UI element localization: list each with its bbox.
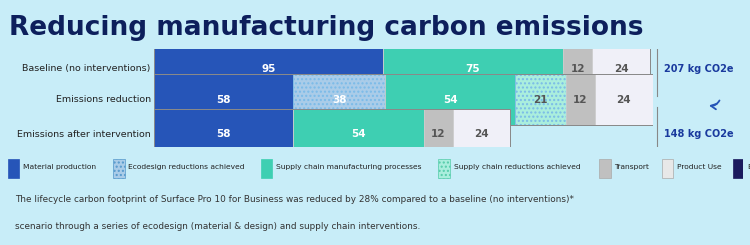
Bar xyxy=(566,74,595,125)
Text: 12: 12 xyxy=(430,129,445,139)
Bar xyxy=(261,159,272,178)
Bar xyxy=(154,74,652,125)
Bar xyxy=(733,159,745,178)
Bar xyxy=(438,159,450,178)
Text: Emissions after intervention: Emissions after intervention xyxy=(17,130,151,139)
Bar xyxy=(385,74,515,125)
Text: 21: 21 xyxy=(533,95,548,105)
Text: Baseline (no interventions): Baseline (no interventions) xyxy=(22,64,151,73)
Bar xyxy=(154,109,510,160)
Bar xyxy=(662,159,674,178)
Bar xyxy=(382,43,563,94)
Text: Supply chain manufacturing processes: Supply chain manufacturing processes xyxy=(276,164,422,170)
Bar xyxy=(154,109,293,160)
Text: 24: 24 xyxy=(474,129,489,139)
Bar xyxy=(112,159,125,178)
Text: 38: 38 xyxy=(332,95,346,105)
Text: Ecodesign reductions achieved: Ecodesign reductions achieved xyxy=(128,164,244,170)
Text: Emissions reduction: Emissions reduction xyxy=(56,96,151,104)
Bar xyxy=(293,109,424,160)
Bar xyxy=(592,43,650,94)
Text: 12: 12 xyxy=(573,95,587,105)
Text: 148 kg CO2e: 148 kg CO2e xyxy=(664,129,734,139)
Text: 75: 75 xyxy=(466,64,480,74)
Text: scenario through a series of ecodesign (material & design) and supply chain inte: scenario through a series of ecodesign (… xyxy=(15,222,420,231)
Text: 12: 12 xyxy=(571,64,585,74)
Text: 54: 54 xyxy=(351,129,366,139)
Text: 207 kg CO2e: 207 kg CO2e xyxy=(664,64,734,74)
Bar xyxy=(515,74,566,125)
Bar xyxy=(8,159,20,178)
Text: Material production: Material production xyxy=(23,164,96,170)
Bar xyxy=(154,43,382,94)
Text: 58: 58 xyxy=(216,95,231,105)
Text: Reducing manufacturing carbon emissions: Reducing manufacturing carbon emissions xyxy=(9,15,644,41)
Text: End Of Life: End Of Life xyxy=(748,164,750,170)
Bar xyxy=(452,109,510,160)
Bar xyxy=(154,43,650,94)
Text: 54: 54 xyxy=(442,95,458,105)
Text: 58: 58 xyxy=(216,129,231,139)
Text: Transport: Transport xyxy=(614,164,650,170)
Text: Product Use: Product Use xyxy=(677,164,722,170)
Text: 24: 24 xyxy=(614,64,628,74)
Bar xyxy=(599,159,610,178)
Bar xyxy=(563,43,592,94)
Bar xyxy=(154,74,293,125)
Text: The lifecycle carbon footprint of Surface Pro 10 for Business was reduced by 28%: The lifecycle carbon footprint of Surfac… xyxy=(15,195,574,204)
Text: Supply chain reductions achieved: Supply chain reductions achieved xyxy=(454,164,580,170)
Bar xyxy=(595,74,652,125)
Text: 95: 95 xyxy=(261,64,275,74)
Bar xyxy=(424,109,452,160)
Bar xyxy=(293,74,385,125)
Text: 24: 24 xyxy=(616,95,631,105)
